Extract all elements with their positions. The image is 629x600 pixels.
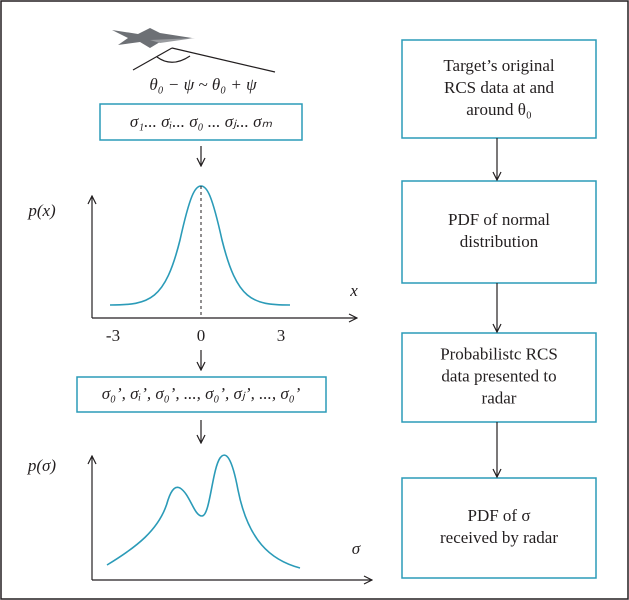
angle-line <box>132 47 173 71</box>
step-text: received by radar <box>440 528 558 547</box>
step-text: data presented to <box>441 366 556 385</box>
step-text: Target’s original <box>443 56 555 75</box>
y-label: p(x) <box>27 201 56 220</box>
aircraft-detail <box>150 38 195 43</box>
rcs-curve <box>106 454 301 569</box>
angle-arc <box>156 55 191 63</box>
step-text: radar <box>482 388 517 407</box>
samples-box <box>99 103 303 141</box>
angle-label: θ₀ − ψ ~ θ₀ + ψ <box>149 75 257 94</box>
step-text: RCS data at and <box>444 78 555 97</box>
x-label: σ <box>352 539 361 558</box>
tick-label: 0 <box>197 326 206 345</box>
step-text: around θ₀ <box>466 100 532 119</box>
normal-curve <box>109 185 291 306</box>
aircraft <box>112 28 192 48</box>
received-box <box>76 376 327 413</box>
angle-line <box>171 47 276 73</box>
step-text: PDF of normal <box>448 210 550 229</box>
y-label: p(σ) <box>27 456 57 475</box>
samples-text: σ₁... σᵢ... σ₀ ... σⱼ... σₘ <box>130 112 273 131</box>
received-text: σ₀’, σᵢ’, σ₀’, ..., σ₀’, σⱼ’, ..., σ₀’ <box>102 384 301 403</box>
step-box <box>401 39 597 139</box>
step-text: PDF of σ <box>467 506 530 525</box>
step-text: distribution <box>460 232 539 251</box>
step-box <box>401 477 597 579</box>
step-box <box>401 180 597 284</box>
tick-label: 3 <box>277 326 286 345</box>
x-label: x <box>349 281 358 300</box>
step-box <box>401 332 597 423</box>
tick-label: -3 <box>106 326 120 345</box>
step-text: Probabilistc RCS <box>440 344 558 363</box>
